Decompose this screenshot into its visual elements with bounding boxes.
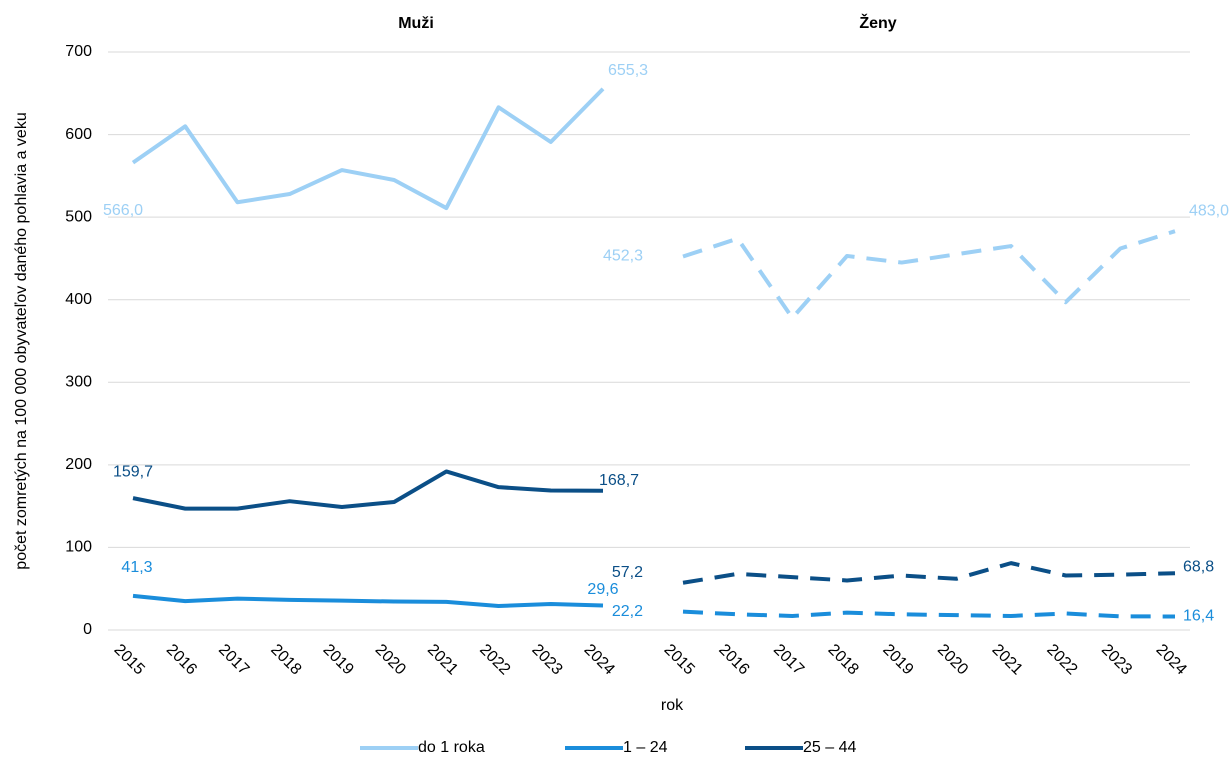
- y-tick-label: 400: [65, 291, 92, 308]
- x-tick-label: 2016: [715, 641, 752, 678]
- data-label: 452,3: [603, 248, 643, 265]
- x-tick-label: 2024: [1153, 641, 1190, 678]
- x-tick-label: 2022: [1043, 641, 1080, 678]
- series-line: [131, 87, 605, 211]
- y-tick-label: 0: [83, 621, 92, 638]
- x-tick-label: 2024: [581, 641, 618, 678]
- x-tick-label: 2019: [879, 641, 916, 678]
- data-label: 655,3: [608, 62, 648, 79]
- x-tick-label: 2019: [319, 641, 356, 678]
- x-tick-label: 2021: [424, 641, 461, 678]
- legend-label: do 1 roka: [418, 739, 485, 756]
- y-tick-label: 200: [65, 456, 92, 473]
- x-tick-label: 2018: [825, 641, 862, 678]
- y-tick-label: 500: [65, 208, 92, 225]
- data-label: 483,0: [1189, 202, 1229, 219]
- x-tick-label: 2017: [770, 641, 807, 678]
- y-tick-label: 300: [65, 374, 92, 391]
- y-axis-label: počet zomretých na 100 000 obyvateľov da…: [13, 112, 30, 569]
- series-line: [132, 593, 604, 609]
- x-tick-label: 2016: [163, 641, 200, 678]
- series-line: [682, 609, 1176, 619]
- data-label: 566,0: [103, 202, 143, 219]
- x-tick-label: 2023: [1098, 641, 1135, 678]
- data-label: 168,7: [599, 472, 639, 489]
- y-tick-label: 100: [65, 539, 92, 556]
- data-label: 68,8: [1183, 558, 1214, 575]
- series-line: [132, 469, 604, 511]
- legend-label: 1 – 24: [623, 739, 668, 756]
- x-tick-label: 2015: [661, 641, 698, 678]
- series-line: [682, 561, 1176, 585]
- data-label: 41,3: [121, 559, 152, 576]
- data-label: 16,4: [1183, 608, 1214, 625]
- panel-title: Muži: [398, 15, 434, 32]
- y-tick-label: 700: [65, 43, 92, 60]
- x-axis-label: rok: [661, 697, 684, 714]
- data-label: 159,7: [113, 463, 153, 480]
- x-tick-label: 2018: [267, 641, 304, 678]
- data-label: 29,6: [587, 581, 618, 598]
- x-tick-label: 2017: [215, 641, 252, 678]
- legend-label: 25 – 44: [803, 739, 856, 756]
- series-line: [682, 229, 1176, 320]
- panel-title: Ženy: [859, 13, 896, 32]
- data-label: 57,2: [612, 564, 643, 581]
- x-tick-label: 2021: [989, 641, 1026, 678]
- x-tick-label: 2023: [528, 641, 565, 678]
- x-tick-label: 2015: [111, 641, 148, 678]
- x-tick-label: 2020: [372, 641, 409, 678]
- x-tick-label: 2020: [934, 641, 971, 678]
- x-tick-label: 2022: [476, 641, 513, 678]
- y-tick-label: 600: [65, 126, 92, 143]
- data-label: 22,2: [612, 603, 643, 620]
